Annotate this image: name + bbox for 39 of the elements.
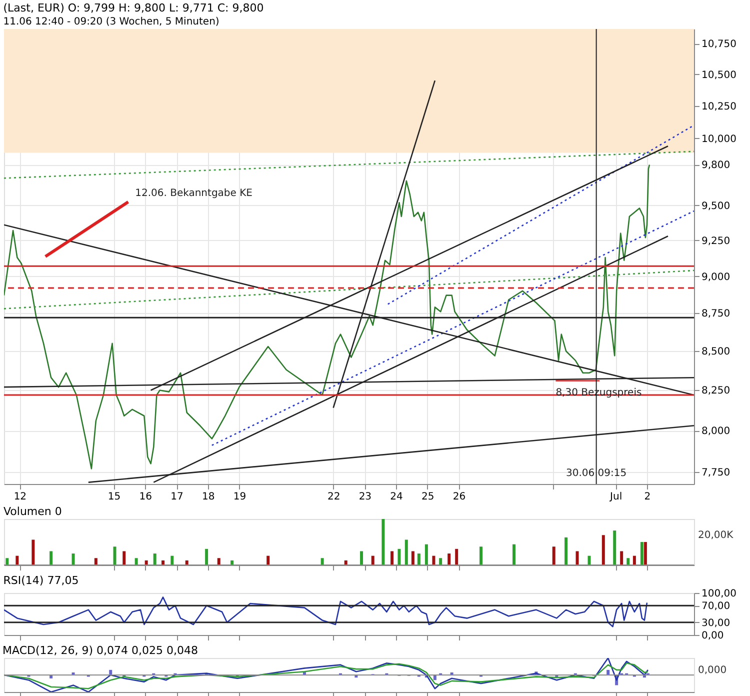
x-tick-label: 12 <box>14 492 27 502</box>
y-tick-label: 8,000 <box>702 426 730 438</box>
text: 20,00K <box>698 530 734 542</box>
y-tick-label: 9,250 <box>702 236 730 247</box>
chart-title: (Last, EUR) O: 9,799 H: 9,800 L: 9,771 C: 9,800 <box>3 2 264 14</box>
y-tick-label: 8,250 <box>702 386 730 397</box>
y-tick-label: 10,000 <box>702 134 736 145</box>
y-tick-label: 30,00 <box>702 618 730 629</box>
x-tick-label: 22 <box>327 492 340 502</box>
y-tick-label: 100,00 <box>702 588 736 600</box>
x-tick-label: 24 <box>390 492 403 502</box>
ref-line-label: 30.06 09:15 <box>566 468 627 479</box>
y-tick-label: 9,800 <box>702 160 730 172</box>
x-tick-label: 17 <box>170 492 184 502</box>
annotation: 12.06. Bekanntgabe KE <box>135 188 252 199</box>
y-tick-label: 7,750 <box>702 468 730 479</box>
chart-title: MACD(12, 26, 9) 0,074 0,025 0,048 <box>2 644 198 657</box>
x-tick-label: Jul <box>609 492 622 502</box>
chart-title: RSI(14) 77,05 <box>3 574 79 587</box>
y-tick-label: 9,500 <box>702 200 730 212</box>
chart-title: Volumen 0 <box>4 505 62 518</box>
y-tick-label: 8,500 <box>702 346 730 358</box>
y-tick-label: 0,00 <box>702 630 724 642</box>
x-tick-label: 23 <box>358 492 372 502</box>
chart-subtitle: 11.06 12:40 - 09:20 (3 Wochen, 5 Minuten) <box>3 16 220 28</box>
x-tick-label: 16 <box>139 492 152 502</box>
x-tick-label: 19 <box>233 492 246 502</box>
y-tick-label: 70,00 <box>702 601 730 612</box>
x-tick-label: 18 <box>202 492 215 502</box>
y-tick-label: 10,750 <box>702 39 736 50</box>
y-tick-label: 8,750 <box>702 308 730 320</box>
text: 0,000 <box>698 664 727 676</box>
y-tick-label: 9,000 <box>702 272 730 283</box>
x-tick-label: 26 <box>452 492 466 502</box>
x-tick-label: 15 <box>108 492 121 502</box>
x-tick-label: 25 <box>422 492 434 502</box>
y-tick-label: 10,500 <box>702 70 736 81</box>
x-tick-label: 2 <box>644 492 651 502</box>
y-tick-label: 10,250 <box>702 101 736 112</box>
